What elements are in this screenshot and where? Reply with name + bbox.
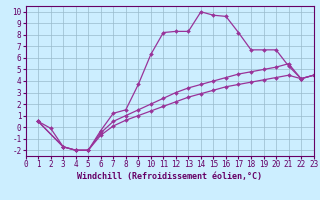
X-axis label: Windchill (Refroidissement éolien,°C): Windchill (Refroidissement éolien,°C)	[77, 172, 262, 181]
